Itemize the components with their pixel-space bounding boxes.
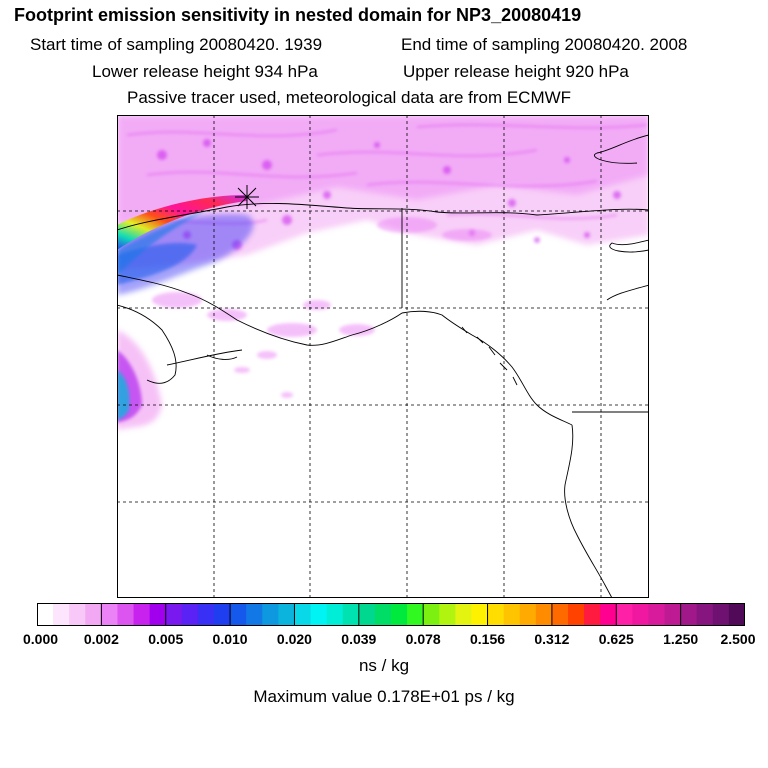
colorbar-cell [696, 603, 714, 626]
colorbar-cell [439, 603, 456, 626]
maximum-value: Maximum value 0.178E+01 ps / kg [253, 687, 515, 706]
colorbar-cell [664, 603, 682, 626]
upper-release-height: Upper release height 920 hPa [403, 62, 629, 81]
colorbar-cell [616, 603, 633, 626]
colorbar-cell [471, 603, 489, 626]
colorbar-tick-label: 0.010 [212, 631, 248, 647]
colorbar-cell [342, 603, 360, 626]
colorbar-cell [149, 603, 167, 626]
colorbar-tick-label: 0.000 [22, 631, 59, 647]
colorbar-cell [262, 603, 279, 626]
grid-lines [117, 115, 649, 598]
sensitivity-field [117, 115, 649, 430]
colorbar-cell [117, 603, 135, 626]
colorbar-cell [230, 603, 247, 626]
colorbar-cell [519, 603, 537, 626]
colorbar-cell [358, 603, 376, 626]
colorbar-cell [101, 603, 119, 626]
colorbar-cell [632, 603, 650, 626]
colorbar-cell [53, 603, 70, 626]
colorbar-cell [214, 603, 231, 626]
colorbar-cell [503, 603, 521, 626]
colorbar-tick-label: 0.020 [276, 631, 312, 647]
footprint-map [117, 115, 649, 598]
map-frame [117, 115, 649, 598]
colorbar-cell [391, 603, 408, 626]
colorbar-cell [85, 603, 102, 626]
colorbar-cell [712, 603, 730, 626]
release-point-marker [235, 185, 259, 209]
colorbar-cell [326, 603, 344, 626]
colorbar-cell [568, 603, 585, 626]
colorbar-cell [680, 603, 698, 626]
colorbar-cell [165, 603, 183, 626]
colorbar-cell [728, 603, 745, 626]
colorbar-cell [294, 603, 312, 626]
colorbar-units: ns / kg [358, 656, 410, 675]
colorbar-cell [181, 603, 199, 626]
colorbar-cell [310, 603, 328, 626]
colorbar-cell [487, 603, 505, 626]
colorbar-tick-label: 0.039 [341, 631, 377, 647]
colorbar-cell [374, 603, 392, 626]
colorbar-cell [600, 603, 617, 626]
colorbar-tick-label: 0.002 [83, 631, 119, 647]
colorbar-tick-label: 0.005 [148, 631, 184, 647]
end-time: End time of sampling 20080420. 2008 [401, 35, 688, 54]
colorbar-cell [551, 603, 569, 626]
colorbar [37, 603, 745, 626]
colorbar-tick-label: 2.500 [720, 631, 756, 647]
lower-release-height: Lower release height 934 hPa [92, 62, 318, 81]
colorbar-cell [69, 603, 86, 626]
colorbar-cell [423, 603, 440, 626]
colorbar-cell [455, 603, 473, 626]
colorbar-cell [278, 603, 296, 626]
colorbar-cell [648, 603, 666, 626]
colorbar-tick-label: 0.156 [470, 631, 506, 647]
coastlines [117, 134, 649, 598]
colorbar-cell [407, 603, 424, 626]
colorbar-tick-label: 0.312 [534, 631, 570, 647]
colorbar-cell [197, 603, 215, 626]
colorbar-tick-label: 0.625 [598, 631, 634, 647]
colorbar-tick-label: 1.250 [663, 631, 699, 647]
start-time: Start time of sampling 20080420. 1939 [30, 35, 323, 54]
colorbar-cell [133, 603, 151, 626]
plot-title: Footprint emission sensitivity in nested… [14, 5, 582, 25]
colorbar-tick-label: 0.078 [405, 631, 441, 647]
colorbar-cell [584, 603, 601, 626]
colorbar-cell [535, 603, 553, 626]
colorbar-cell [246, 603, 263, 626]
colorbar-cell [37, 603, 54, 626]
tracer-info: Passive tracer used, meteorological data… [127, 88, 572, 107]
